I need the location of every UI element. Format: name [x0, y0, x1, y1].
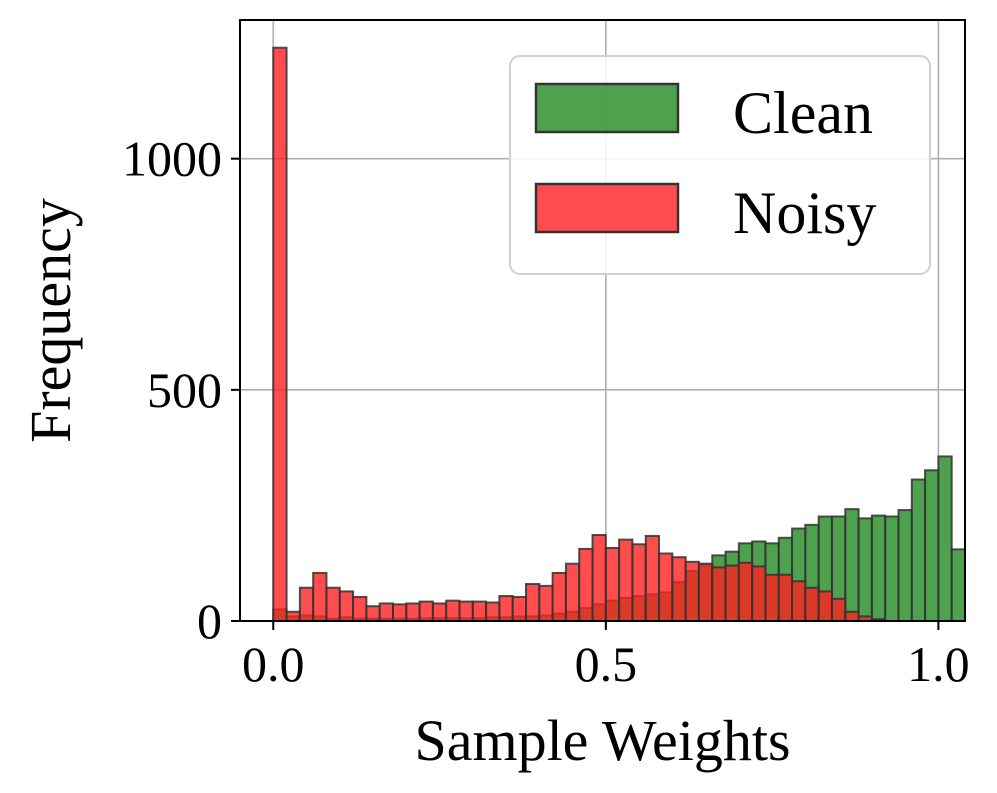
- clean-bar: [857, 517, 873, 622]
- x-tick-label: 0.5: [575, 636, 638, 692]
- legend-swatch-clean: [534, 82, 680, 134]
- clean-bar: [844, 508, 860, 623]
- noisy-bar: [791, 580, 807, 622]
- noisy-bar: [604, 546, 621, 622]
- noisy-bar: [751, 565, 767, 622]
- noisy-bar: [804, 586, 820, 623]
- y-tick-label: 0: [197, 593, 222, 649]
- noisy-bar: [418, 600, 434, 622]
- noisy-bar: [272, 46, 288, 622]
- x-tick-label: 0.0: [242, 636, 305, 692]
- y-tick-label: 1000: [122, 131, 222, 187]
- noisy-bar: [671, 556, 687, 622]
- noisy-bar: [777, 573, 794, 622]
- noisy-bar: [511, 595, 528, 623]
- axis-ticks: 0.0 0.5 1.0 0 500 1000: [122, 131, 970, 692]
- noisy-bar: [737, 561, 754, 622]
- legend: Clean Noisy: [509, 55, 931, 275]
- clean-bar: [897, 509, 913, 622]
- noisy-bar: [618, 538, 634, 623]
- noisy-bar: [538, 584, 554, 623]
- noisy-bar: [644, 534, 661, 622]
- noisy-bar: [458, 600, 474, 622]
- noisy-bar: [405, 602, 421, 623]
- legend-swatch-noisy: [534, 182, 680, 234]
- noisy-bar: [352, 595, 368, 623]
- noisy-bar: [445, 599, 461, 622]
- y-axis-label: Frequency: [18, 198, 83, 443]
- noisy-bar: [338, 590, 355, 622]
- clean-bar: [950, 548, 967, 622]
- noisy-bar: [378, 602, 394, 623]
- noisy-bar: [697, 562, 714, 622]
- noisy-bar: [312, 571, 328, 622]
- noisy-bar: [498, 595, 514, 623]
- noisy-bar: [658, 552, 674, 622]
- noisy-bar: [578, 547, 594, 623]
- clean-bar: [910, 478, 927, 622]
- noisy-bar: [817, 590, 833, 622]
- noisy-bar: [564, 562, 581, 622]
- noisy-bar: [525, 583, 541, 622]
- noisy-bar: [830, 597, 847, 622]
- clean-bar: [870, 514, 887, 623]
- noisy-bar: [365, 605, 381, 623]
- plot-frame: [239, 19, 966, 622]
- noisy-bar: [285, 610, 301, 622]
- noisy-bar: [724, 564, 740, 622]
- noisy-bar: [485, 601, 501, 622]
- legend-label-clean: Clean: [733, 80, 873, 146]
- y-tick-label: 500: [147, 362, 222, 418]
- noisy-bar: [764, 573, 780, 622]
- noisy-bar: [298, 586, 315, 623]
- clean-bar: [924, 469, 940, 622]
- noisy-bar: [471, 600, 488, 622]
- clean-bar: [937, 455, 953, 622]
- x-axis-label: Sample Weights: [414, 708, 790, 773]
- x-tick-label: 1.0: [907, 636, 970, 692]
- noisy-bar: [631, 543, 647, 622]
- noisy-bar: [711, 566, 727, 623]
- noisy-bar: [591, 534, 607, 622]
- noisy-bar: [684, 560, 700, 622]
- noisy-bar: [431, 602, 448, 623]
- noisy-bar: [391, 603, 408, 623]
- noisy-bar: [325, 586, 341, 623]
- legend-label-noisy: Noisy: [733, 180, 876, 246]
- noisy-bar: [844, 610, 860, 622]
- clean-bar: [884, 515, 900, 622]
- noisy-bar: [551, 571, 567, 622]
